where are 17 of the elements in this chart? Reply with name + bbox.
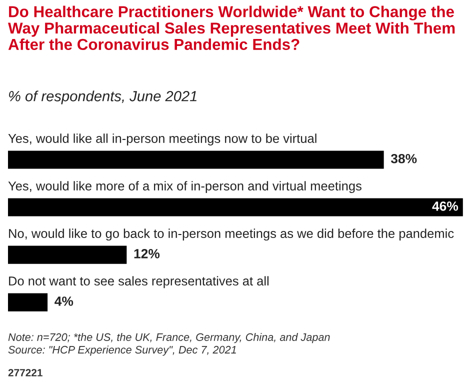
data-label: 38% xyxy=(390,154,417,164)
chart-title: Do Healthcare Practitioners Worldwide* Want to Change the Way Pharmaceutical Sales Representatives Meet With Them After the Coronavirus Pandemic Ends? xyxy=(8,6,455,50)
y-tick-label: Yes, would like all in-person meetings now to be virtual xyxy=(8,134,316,146)
data-label: 12% xyxy=(134,249,160,258)
data-label: 4% xyxy=(54,296,74,306)
data-label: 46% xyxy=(432,201,458,211)
y-tick-label: No, would like to go back to in-person meetings as we did before the pandemic xyxy=(9,228,454,241)
bar xyxy=(8,293,48,312)
bar xyxy=(8,246,127,264)
bar xyxy=(8,198,463,216)
y-tick-label: Yes, would like more of a mix of in-person and virtual meetings xyxy=(8,181,362,194)
bar xyxy=(8,150,384,169)
y-tick-label: Do not want to see sales representatives at all xyxy=(9,276,269,288)
source-note: Source: "HCP Experience Survey", Dec 7, 2021 xyxy=(8,346,236,356)
chart-subtitle: % of respondents, June 2021 xyxy=(9,90,196,104)
text: 277221 xyxy=(8,369,42,376)
text: Note: n=720; *the US, the UK, France, Germany, China, and Japan xyxy=(8,333,330,344)
